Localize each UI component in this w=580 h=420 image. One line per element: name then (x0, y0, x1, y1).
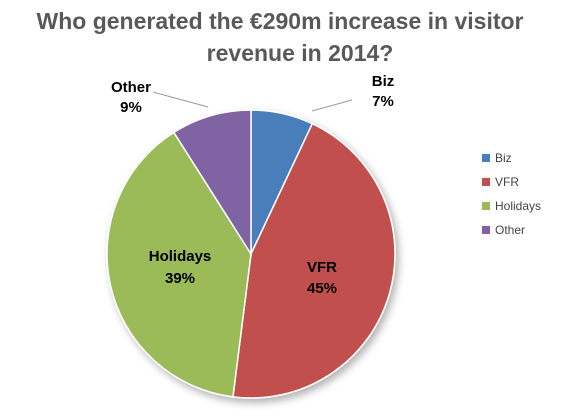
chart-title-line-1: Who generated the €290m increase in visi… (36, 8, 524, 34)
pie-slice-other (172, 109, 252, 257)
legend-swatch-vfr (482, 178, 490, 186)
legend-swatch-other (482, 226, 490, 234)
slice-percent-label-holidays: 39% (165, 270, 195, 287)
leader-line-other (152, 91, 209, 108)
legend-label-vfr: VFR (495, 175, 519, 189)
slice-name-label-holidays: Holidays (149, 248, 212, 265)
legend-label-other: Other (495, 223, 525, 237)
slice-name-label-other: Other (111, 79, 151, 96)
slice-percent-label-biz: 7% (372, 93, 394, 110)
legend-label-holidays: Holidays (495, 199, 541, 213)
slice-name-label-vfr: VFR (307, 259, 337, 276)
pie-slice-vfr (232, 122, 396, 399)
legend-swatch-biz (482, 154, 490, 162)
slice-percent-label-other: 9% (120, 99, 142, 116)
chart-title-line-2: revenue in 2014? (206, 40, 394, 66)
leader-line-biz (311, 99, 353, 112)
legend-swatch-holidays (482, 202, 490, 210)
legend-label-biz: Biz (495, 151, 512, 165)
slice-name-label-biz: Biz (372, 73, 395, 90)
slice-percent-label-vfr: 45% (307, 280, 337, 297)
